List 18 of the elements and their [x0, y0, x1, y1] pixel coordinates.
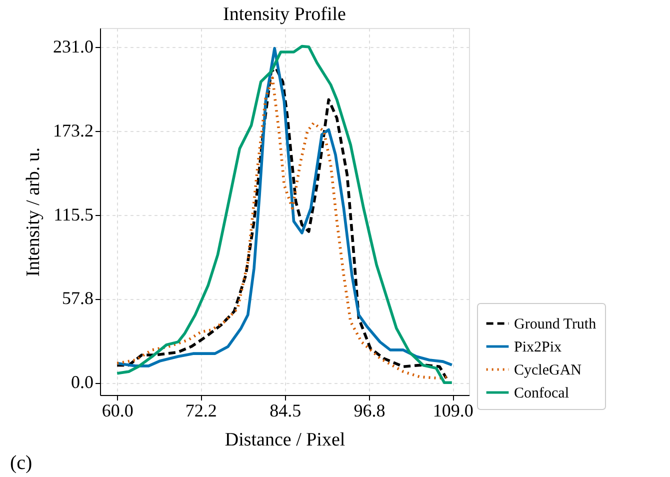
y-tick-label: 231.0 [53, 36, 94, 56]
legend-label: Ground Truth [514, 316, 597, 332]
y-tick-label: 115.5 [54, 204, 94, 224]
y-tick-label: 57.8 [62, 288, 94, 308]
x-tick-label: 84.5 [270, 400, 302, 420]
x-axis-title: Distance / Pixel [224, 430, 346, 450]
y-tick-label: 173.2 [53, 120, 94, 140]
x-tick-label: 72.2 [185, 400, 217, 420]
legend-label: Pix2Pix [514, 340, 562, 356]
y-axis-title: Intensity / arb. u. [23, 147, 44, 277]
x-tick-label: 109.0 [432, 400, 474, 420]
x-tick-label: 96.8 [354, 400, 386, 420]
legend-label: Confocal [514, 386, 569, 402]
legend-label: CycleGAN [514, 362, 582, 378]
y-tick-label: 0.0 [71, 372, 94, 392]
chart-title: Intensity Profile [223, 4, 346, 25]
x-tick-label: 60.0 [102, 400, 134, 420]
text: (c) [10, 452, 32, 474]
